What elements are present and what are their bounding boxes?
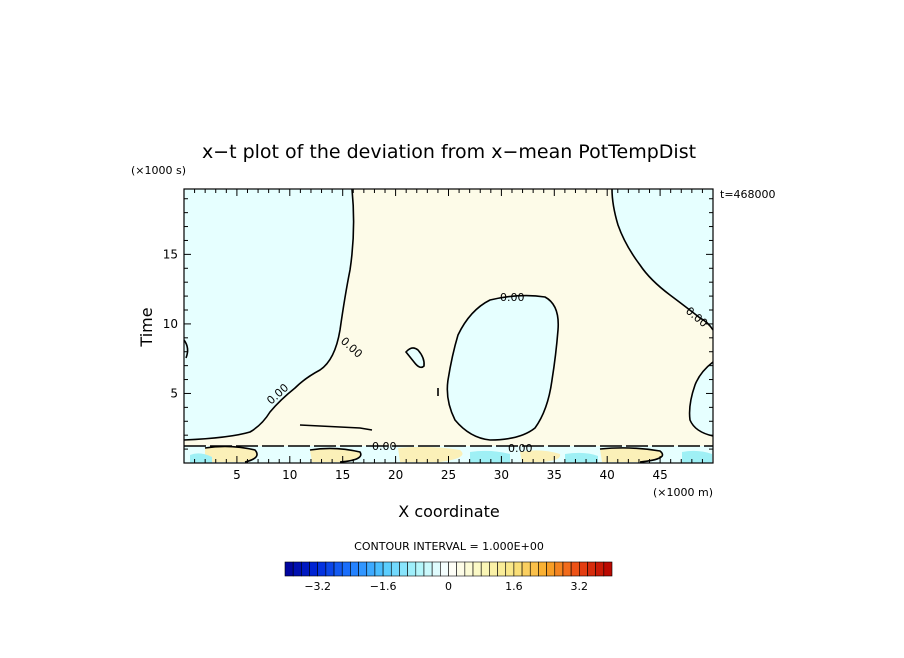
x-tick-label: 5 bbox=[233, 468, 241, 482]
colorbar bbox=[284, 561, 613, 577]
colorbar-cell bbox=[415, 561, 425, 577]
colorbar-cell bbox=[521, 561, 531, 577]
colorbar-cell bbox=[341, 561, 351, 577]
colorbar-tick-label: −1.6 bbox=[370, 580, 397, 593]
colorbar-cell bbox=[423, 561, 433, 577]
field-negative-region-right bbox=[612, 189, 713, 330]
chart-title: x−t plot of the deviation from x−mean Po… bbox=[202, 141, 696, 163]
colorbar-cell bbox=[448, 561, 457, 577]
field-negative-region-right-lower bbox=[689, 362, 713, 436]
colorbar-cell bbox=[562, 561, 572, 577]
colorbar-cell bbox=[489, 561, 498, 577]
colorbar-cell bbox=[513, 561, 523, 577]
colorbar-cell bbox=[505, 561, 515, 577]
contour-label: 0.00 bbox=[372, 440, 397, 453]
x-axis-label: X coordinate bbox=[398, 502, 499, 521]
time-stamp: t=468000 bbox=[720, 188, 776, 201]
colorbar-cell bbox=[317, 561, 327, 577]
colorbar-cell bbox=[529, 561, 539, 577]
x-tick-label: 45 bbox=[652, 468, 667, 482]
colorbar-cell bbox=[399, 561, 408, 577]
colorbar-cell bbox=[350, 561, 359, 577]
colorbar-tick-label: 0 bbox=[445, 580, 452, 593]
colorbar-cell bbox=[301, 561, 310, 577]
colorbar-cell bbox=[587, 561, 596, 577]
tick-labels: 5 10 15 20 25 30 35 40 45 5 10 15 bbox=[163, 247, 668, 482]
colorbar-cell bbox=[407, 561, 417, 577]
colorbar-cell bbox=[497, 561, 507, 577]
colorbar-cell bbox=[333, 561, 343, 577]
colorbar-cell bbox=[292, 561, 302, 577]
colorbar-cell bbox=[325, 561, 335, 577]
plot-area: 0.00 0.00 0.00 0.00 0.00 0.00 5 10 15 20 25 3… bbox=[163, 188, 714, 482]
field-negative-blob bbox=[447, 295, 559, 440]
colorbar-tick-label: 3.2 bbox=[571, 580, 589, 593]
x-tick-label: 15 bbox=[335, 468, 350, 482]
tick-marks bbox=[183, 189, 714, 464]
y-tick-label: 5 bbox=[170, 386, 178, 400]
colorbar-cell bbox=[472, 561, 482, 577]
contour-lines bbox=[183, 188, 714, 463]
colorbar-cell bbox=[374, 561, 384, 577]
colorbar-cell bbox=[570, 561, 580, 577]
x-tick-label: 30 bbox=[494, 468, 509, 482]
y-axis-label: Time bbox=[137, 307, 156, 347]
colorbar-cell bbox=[382, 561, 392, 577]
colorbar-cell bbox=[390, 561, 400, 577]
x-tick-label: 20 bbox=[388, 468, 403, 482]
contour-label: 0.00 bbox=[508, 442, 533, 455]
colorbar-cell bbox=[358, 561, 368, 577]
colorbar-cell bbox=[578, 561, 588, 577]
x-tick-label: 35 bbox=[547, 468, 562, 482]
colorbar-cell bbox=[456, 561, 466, 577]
colorbar-cell bbox=[366, 561, 376, 577]
colorbar-tick-label: 1.6 bbox=[505, 580, 523, 593]
x-tick-label: 40 bbox=[600, 468, 615, 482]
colorbar-labels: −3.2 −1.6 0 1.6 3.2 bbox=[304, 580, 588, 593]
colorbar-cell bbox=[480, 561, 490, 577]
field-lower-patches-negative bbox=[190, 450, 712, 463]
x-tick-label: 25 bbox=[441, 468, 456, 482]
colorbar-cell bbox=[440, 561, 449, 577]
y-tick-label: 15 bbox=[163, 247, 178, 261]
colorbar-cell bbox=[546, 561, 556, 577]
field-lower-patches-positive bbox=[205, 446, 663, 462]
colorbar-cell bbox=[603, 561, 613, 577]
colorbar-tick-label: −3.2 bbox=[304, 580, 331, 593]
colorbar-cell bbox=[464, 561, 474, 577]
y-tick-label: 10 bbox=[163, 317, 178, 331]
colorbar-cell bbox=[595, 561, 605, 577]
colorbar-cell bbox=[309, 561, 318, 577]
y-unit-label: (×1000 s) bbox=[131, 164, 186, 177]
colorbar-cell bbox=[431, 561, 441, 577]
x-unit-label: (×1000 m) bbox=[653, 486, 713, 499]
field-negative-region-left bbox=[184, 189, 354, 440]
x-tick-label: 10 bbox=[282, 468, 297, 482]
colorbar-cell bbox=[538, 561, 547, 577]
contour-label: 0.00 bbox=[500, 291, 525, 304]
colorbar-cell bbox=[554, 561, 564, 577]
colorbar-cell bbox=[284, 561, 294, 577]
contour-interval-text: CONTOUR INTERVAL = 1.000E+00 bbox=[354, 540, 544, 553]
